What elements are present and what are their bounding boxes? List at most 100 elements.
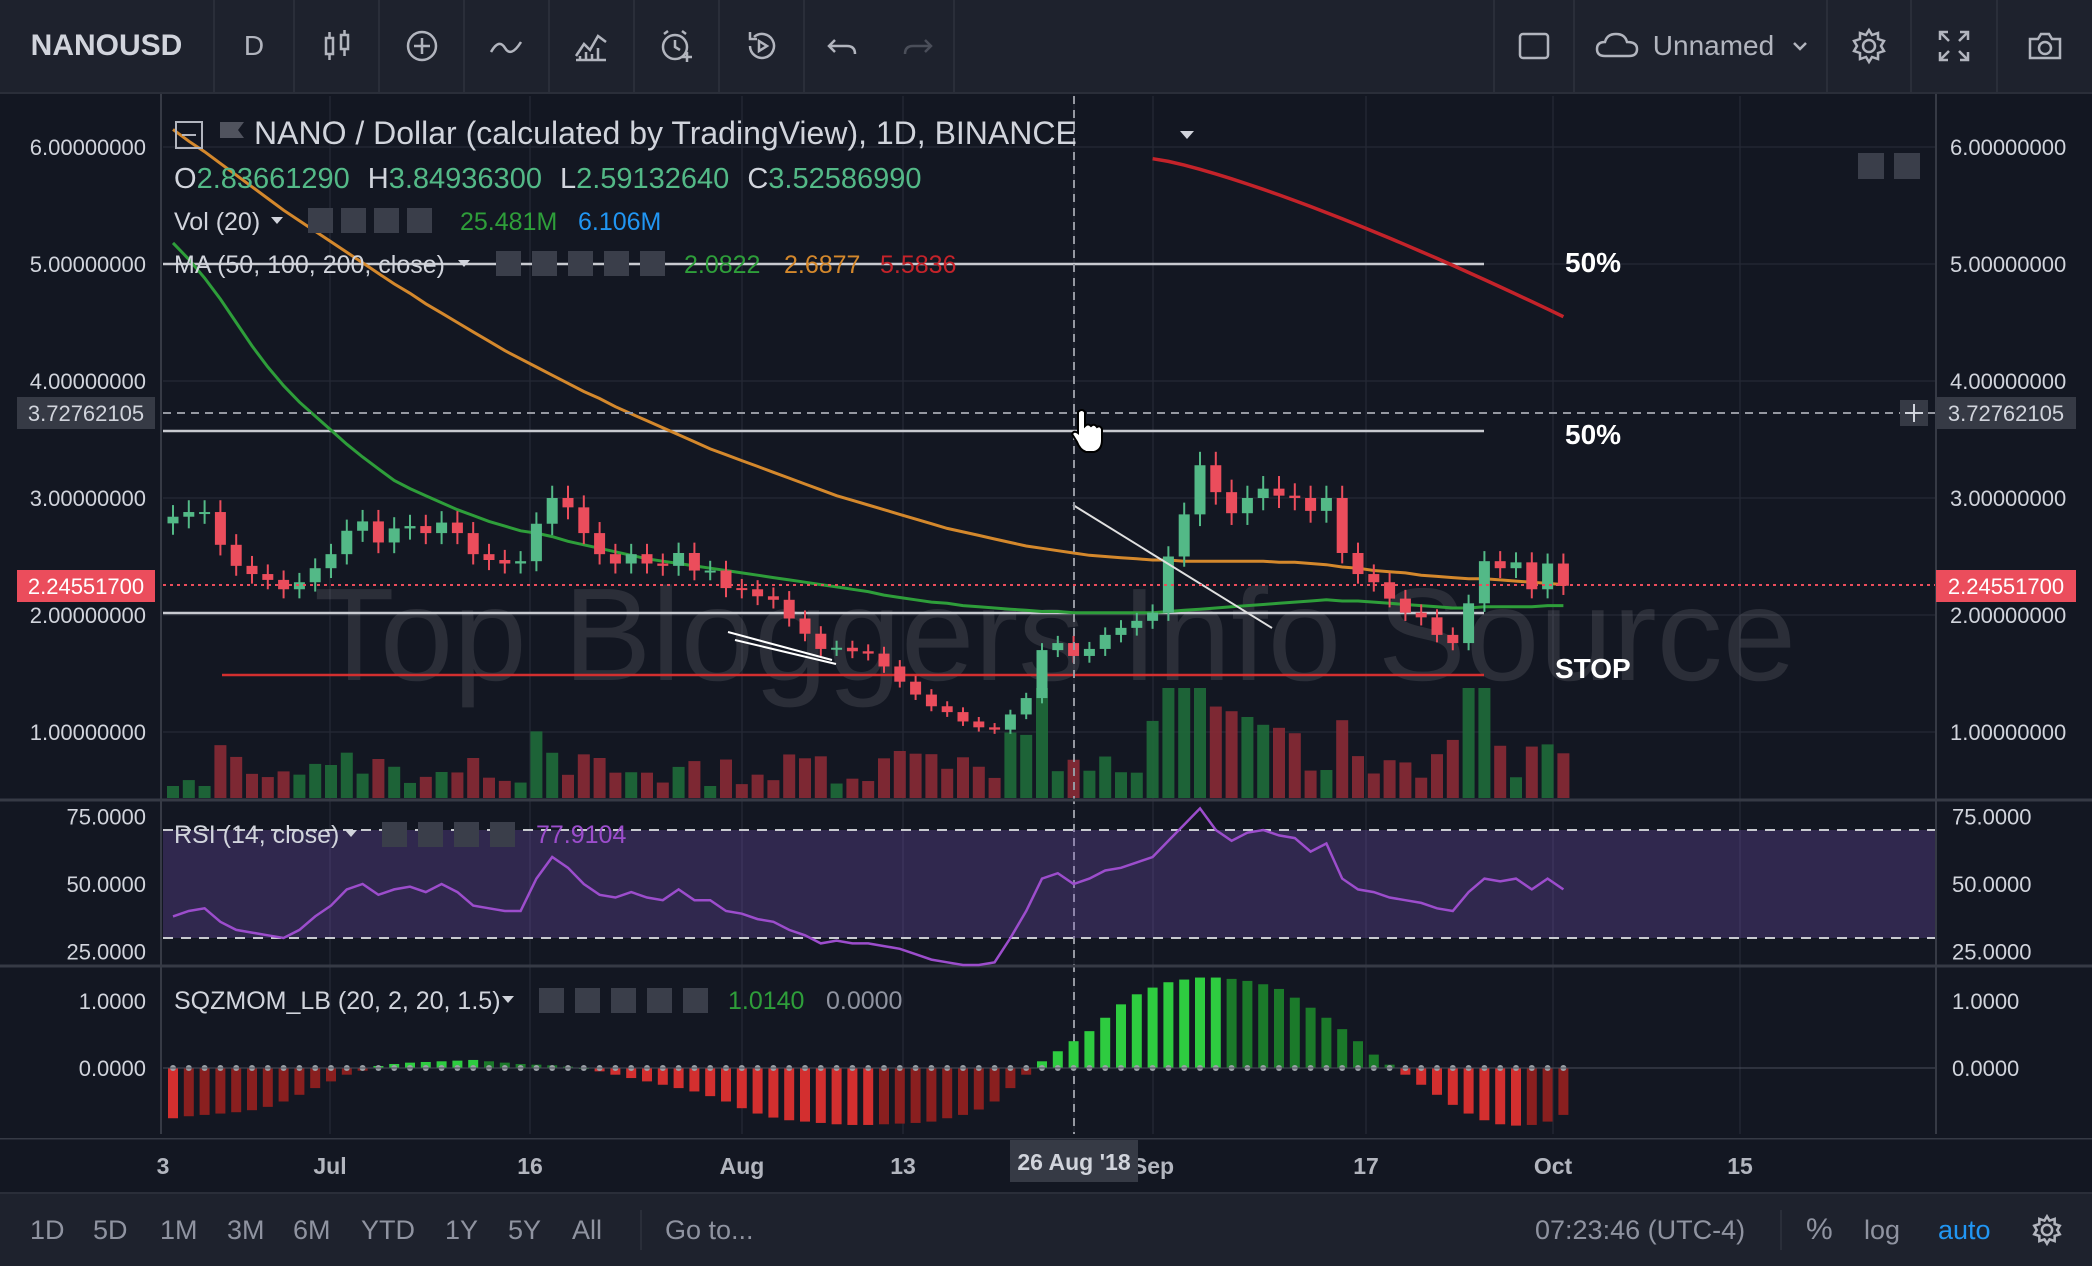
- candle[interactable]: [1289, 483, 1301, 511]
- candle[interactable]: [1352, 542, 1364, 584]
- symbol-search-button[interactable]: NANOUSD: [0, 0, 215, 92]
- candle[interactable]: [1257, 476, 1269, 511]
- candles-chart-type-icon[interactable]: [295, 0, 380, 92]
- candle[interactable]: [530, 512, 542, 572]
- candle[interactable]: [1036, 643, 1048, 704]
- candle[interactable]: [483, 543, 495, 571]
- redo-icon[interactable]: [880, 0, 955, 92]
- candle[interactable]: [246, 555, 258, 584]
- candle[interactable]: [451, 511, 463, 545]
- volume-legend-label[interactable]: Vol (20): [174, 208, 260, 236]
- candle[interactable]: [578, 495, 590, 545]
- rsi-legend-label[interactable]: RSI (14, close): [174, 821, 339, 849]
- left-price-axis[interactable]: 6.00000000 5.00000000 4.00000000 3.00000000…: [30, 135, 146, 1081]
- right-price-axis[interactable]: 6.00000000 5.00000000 4.00000000 3.00000000…: [1950, 135, 2066, 1081]
- range-button[interactable]: 6M: [293, 1214, 331, 1245]
- candle[interactable]: [1526, 552, 1538, 599]
- percent-scale-toggle[interactable]: %: [1806, 1213, 1833, 1246]
- candle[interactable]: [767, 587, 779, 609]
- candle[interactable]: [467, 522, 479, 565]
- candle[interactable]: [546, 485, 558, 536]
- candle[interactable]: [673, 542, 685, 576]
- candle[interactable]: [562, 485, 574, 520]
- candle[interactable]: [1542, 553, 1554, 599]
- candle[interactable]: [1162, 546, 1174, 621]
- time-axis[interactable]: 3 Jul 16 Aug 13 Sep 17 Oct 15: [157, 1153, 1753, 1179]
- candle[interactable]: [704, 560, 716, 581]
- candle[interactable]: [1431, 609, 1443, 643]
- candle[interactable]: [293, 572, 305, 599]
- sqz-legend-buttons[interactable]: [539, 988, 708, 1013]
- candle[interactable]: [625, 543, 637, 574]
- candle[interactable]: [1463, 594, 1475, 651]
- candle[interactable]: [925, 689, 937, 712]
- goto-date-button[interactable]: Go to...: [665, 1214, 754, 1245]
- candle[interactable]: [1510, 552, 1522, 579]
- replay-icon[interactable]: [720, 0, 805, 92]
- volume-legend-buttons[interactable]: [308, 208, 432, 233]
- candle[interactable]: [388, 517, 400, 554]
- candle[interactable]: [404, 514, 416, 540]
- range-button[interactable]: 5Y: [508, 1214, 542, 1245]
- ma-legend-buttons[interactable]: [496, 251, 665, 276]
- range-button[interactable]: 5D: [93, 1214, 128, 1245]
- candle[interactable]: [957, 707, 969, 726]
- rsi-legend-buttons[interactable]: [382, 822, 515, 847]
- candle[interactable]: [815, 626, 827, 656]
- candle[interactable]: [1004, 709, 1016, 734]
- candle[interactable]: [357, 509, 369, 542]
- candle[interactable]: [720, 560, 732, 598]
- candle[interactable]: [372, 509, 384, 554]
- candle[interactable]: [1478, 551, 1490, 612]
- candle[interactable]: [499, 549, 511, 574]
- settings-gear-icon[interactable]: [1828, 0, 1912, 92]
- auto-scale-toggle[interactable]: auto: [1938, 1214, 1991, 1245]
- candle[interactable]: [1320, 485, 1332, 523]
- candle[interactable]: [1099, 627, 1111, 656]
- candlesticks[interactable]: [167, 451, 1569, 734]
- candle[interactable]: [862, 644, 874, 661]
- candle[interactable]: [1447, 627, 1459, 651]
- title-dropdown-icon[interactable]: [1180, 131, 1194, 139]
- candle[interactable]: [309, 558, 321, 592]
- indicators-icon[interactable]: [465, 0, 550, 92]
- candle[interactable]: [657, 553, 669, 576]
- candle[interactable]: [262, 564, 274, 590]
- fullscreen-layout-icon[interactable]: [1493, 0, 1575, 92]
- candle[interactable]: [1399, 589, 1411, 621]
- range-button[interactable]: 1D: [30, 1214, 65, 1245]
- candle[interactable]: [1226, 479, 1238, 525]
- range-button[interactable]: All: [572, 1214, 603, 1245]
- candle[interactable]: [1557, 553, 1569, 595]
- candle[interactable]: [1131, 612, 1143, 636]
- candle[interactable]: [420, 514, 432, 545]
- candle[interactable]: [1147, 604, 1159, 629]
- range-button[interactable]: 3M: [227, 1214, 265, 1245]
- candle[interactable]: [436, 511, 448, 545]
- candle[interactable]: [641, 543, 653, 574]
- pane-up-icon[interactable]: [1858, 153, 1884, 179]
- candle[interactable]: [1052, 635, 1064, 658]
- layout-save-button[interactable]: Unnamed: [1575, 0, 1828, 92]
- candle[interactable]: [1273, 476, 1285, 509]
- candle[interactable]: [783, 591, 795, 627]
- candle[interactable]: [594, 522, 606, 565]
- undo-icon[interactable]: [805, 0, 880, 92]
- candle[interactable]: [1115, 620, 1127, 643]
- candle[interactable]: [910, 675, 922, 700]
- fullscreen-icon[interactable]: [1912, 0, 1998, 92]
- trendline-3[interactable]: [1072, 504, 1273, 629]
- candle[interactable]: [1415, 604, 1427, 626]
- candle[interactable]: [609, 543, 621, 574]
- trendline-2[interactable]: [734, 639, 837, 665]
- range-button[interactable]: 1M: [160, 1214, 198, 1245]
- candle[interactable]: [736, 578, 748, 599]
- collapse-legend-icon[interactable]: [175, 121, 203, 149]
- pane-down-icon[interactable]: [1894, 153, 1920, 179]
- flag-icon[interactable]: [220, 122, 244, 138]
- candle[interactable]: [878, 646, 890, 673]
- candle[interactable]: [199, 500, 211, 524]
- range-button[interactable]: 1Y: [445, 1214, 479, 1245]
- candle[interactable]: [1336, 485, 1348, 564]
- clock-timezone[interactable]: 07:23:46 (UTC-4): [1535, 1214, 1746, 1245]
